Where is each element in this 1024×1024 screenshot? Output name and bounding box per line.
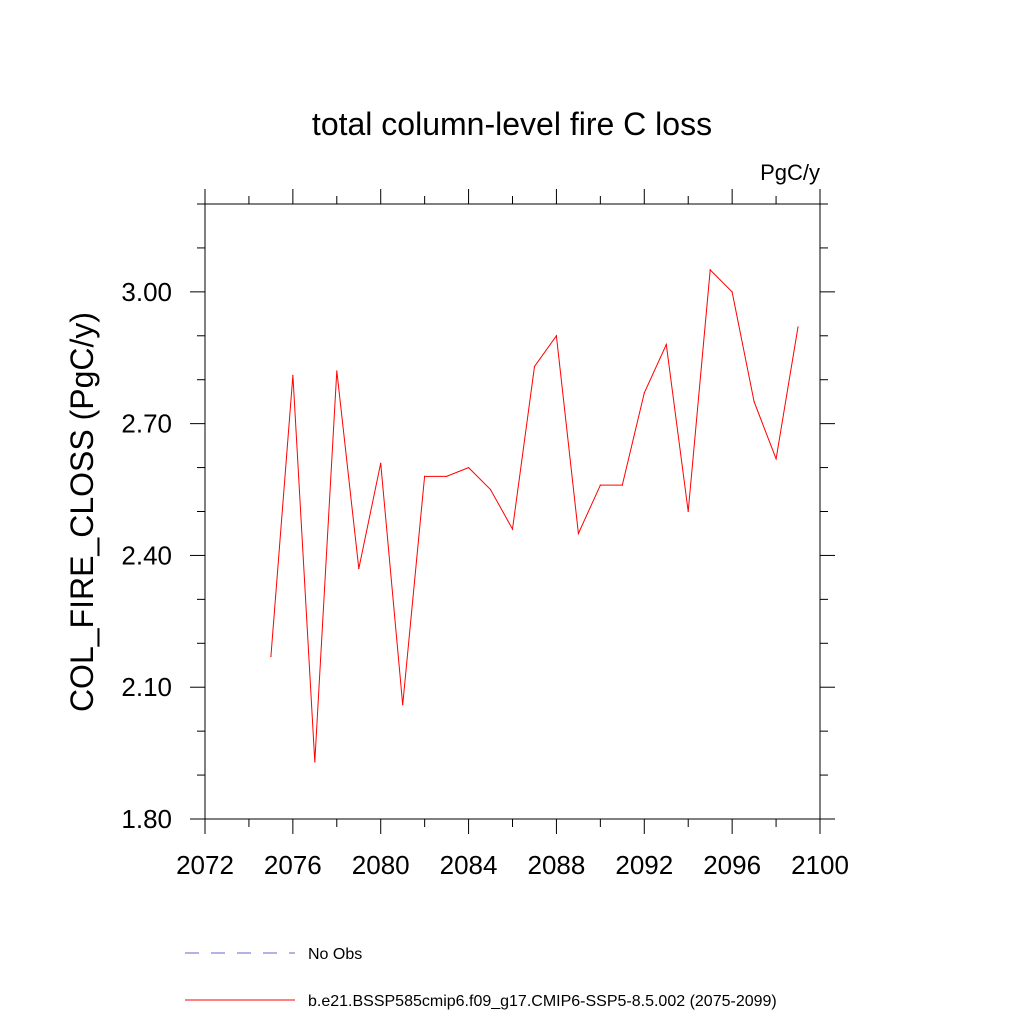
data-point (336, 370, 338, 372)
y-tick-label: 2.70 (121, 409, 172, 439)
data-point (687, 510, 689, 513)
y-tick-label: 2.10 (121, 672, 172, 702)
units-label: PgC/y (760, 160, 820, 185)
x-tick-label: 2084 (440, 850, 498, 880)
data-point (775, 458, 777, 460)
data-point (511, 528, 514, 530)
series-group (270, 268, 799, 763)
series-line (270, 268, 799, 762)
data-point (665, 343, 667, 346)
data-point (621, 484, 623, 486)
x-tick-label: 2088 (528, 850, 586, 880)
legend-label: No Obs (308, 946, 362, 963)
data-point (489, 488, 492, 491)
data-point (643, 392, 645, 394)
x-axis-ticks: 2072 2076 2080 2084 2088 2092 2096 2100 (176, 189, 849, 880)
data-point (380, 462, 382, 464)
data-point (709, 269, 711, 271)
x-tick-label: 2100 (791, 850, 849, 880)
legend: No Obs b.e21.BSSP585cmip6.f09_g17.CMIP6-S… (185, 946, 777, 1010)
x-tick-label: 2092 (615, 850, 673, 880)
data-point (467, 466, 470, 469)
x-tick-label: 2080 (352, 850, 410, 880)
data-point (753, 401, 755, 403)
chart-title: total column-level fire C loss (312, 106, 712, 142)
data-point (314, 761, 316, 763)
x-tick-label: 2072 (176, 850, 234, 880)
data-point (446, 475, 448, 477)
plot-frame (204, 203, 821, 820)
data-point (555, 335, 558, 337)
y-tick-label: 1.80 (121, 804, 172, 834)
data-point (599, 484, 601, 486)
y-axis-ticks: 1.80 2.10 2.40 2.70 3.00 (121, 203, 835, 834)
data-point (731, 291, 733, 293)
y-tick-label: 3.00 (121, 277, 172, 307)
data-point (797, 326, 799, 328)
y-tick-label: 2.40 (121, 540, 172, 570)
data-point (533, 365, 536, 368)
data-point (402, 704, 404, 706)
x-tick-label: 2076 (264, 850, 322, 880)
data-point (292, 374, 294, 376)
data-point (270, 655, 272, 658)
data-point (577, 532, 579, 535)
legend-label: b.e21.BSSP585cmip6.f09_g17.CMIP6-SSP5-8.… (308, 993, 777, 1010)
y-axis-label: COL_FIRE_CLOSS (PgC/y) (64, 312, 100, 712)
data-point (358, 568, 360, 570)
data-point (424, 475, 426, 477)
x-tick-label: 2096 (703, 850, 761, 880)
